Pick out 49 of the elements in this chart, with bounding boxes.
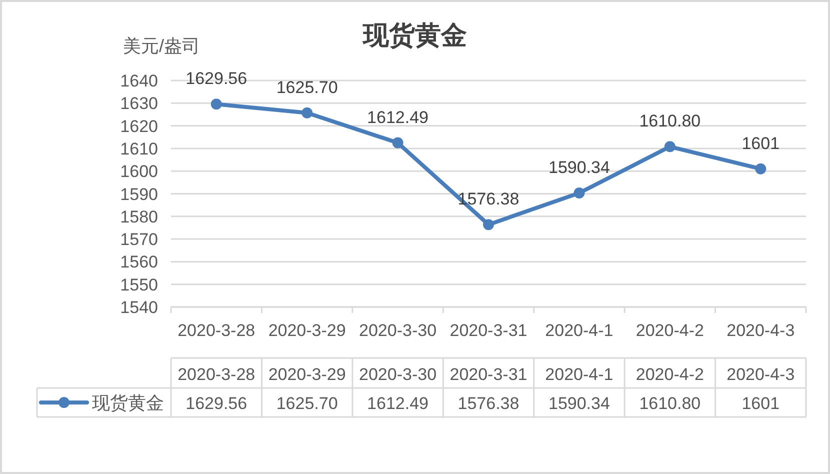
point [755,163,766,174]
y-tick-label: 1600 [120,162,158,182]
text: 1612.49 [367,108,429,127]
point [664,141,676,152]
y-tick-label: 1540 [120,298,158,317]
category-label: 2020-4-1 [545,365,614,384]
category-label: 2020-3-31 [450,365,528,384]
point [392,137,404,148]
text: 1629.56 [186,69,248,88]
x-tick-label: 2020-3-31 [450,321,528,340]
y-tick-label: 1630 [120,94,158,114]
text: 1590.34 [548,158,610,177]
x-tick-label: 2020-3-28 [178,321,256,340]
x-tick-label: 2020-3-30 [359,321,437,340]
legend-label: 现货黄金 [92,393,164,413]
legend: 现货黄金 [39,393,164,413]
y-tick-label: 1610 [120,139,158,158]
category-label: 2020-3-28 [178,365,256,384]
point [210,98,222,110]
x-tick-label: 2020-4-1 [545,321,614,340]
data-label: 1601 [742,394,780,413]
data-label: 1625.70 [276,394,338,413]
chart-title: 现货黄金 [362,21,467,51]
x-tick-label: 2020-4-3 [726,321,795,340]
category-label: 2020-4-2 [636,365,704,384]
text: 1610.80 [639,112,701,131]
data-label: 1576.38 [458,394,520,413]
y-tick-label: 1580 [120,207,158,226]
y-tick-label: 1620 [120,116,158,136]
text: 1601 [742,134,780,153]
point [574,187,585,198]
y-axis-title: 美元/盎司 [123,36,200,56]
data-label: 1612.49 [367,394,429,413]
y-tick-label: 1550 [120,275,158,294]
y-tick-label: 1640 [120,72,158,90]
y-tick-label: 1560 [120,252,158,272]
point [302,107,313,118]
category-label: 2020-4-3 [726,365,795,384]
category-label: 2020-3-29 [268,365,346,384]
point [483,219,494,230]
y-tick-label: 1590 [120,184,158,204]
category-label: 2020-3-30 [359,365,437,384]
x-tick-label: 2020-4-2 [636,321,704,340]
data-label: 1590.34 [548,394,610,413]
data-label: 1629.56 [186,394,248,413]
text: 1625.70 [276,78,338,97]
y-tick-label: 1570 [120,230,158,250]
x-tick-label: 2020-3-29 [268,321,346,340]
data-label: 1610.80 [639,394,701,413]
